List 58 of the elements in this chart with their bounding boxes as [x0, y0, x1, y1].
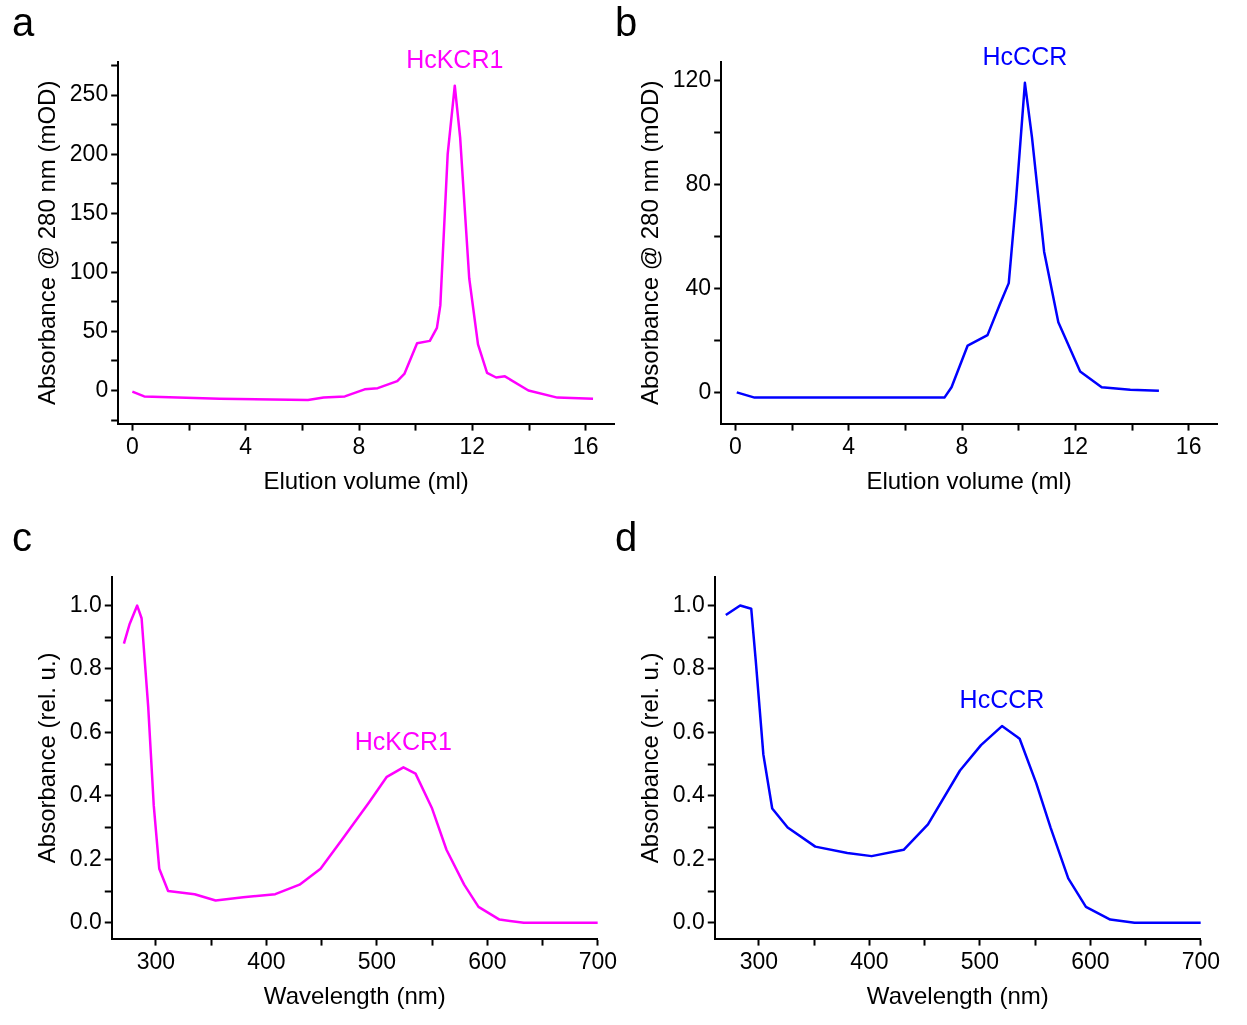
y-axis-title: Absorbance (rel. u.): [33, 652, 61, 864]
y-tick-label: 150: [69, 198, 109, 225]
x-tick-label: 0: [728, 432, 742, 459]
y-tick-label: 120: [672, 65, 712, 92]
y-tick-label: 80: [685, 169, 712, 196]
y-tick-label: 0: [698, 377, 712, 404]
y-tick-label: 0.8: [69, 654, 102, 681]
series-label: HcKCR1: [406, 45, 504, 74]
y-tick-label: 100: [69, 257, 109, 284]
x-axis-title: Elution volume (ml): [263, 467, 469, 495]
text: c: [12, 515, 32, 559]
x-tick-label: 600: [1071, 947, 1110, 974]
x-tick-label: 700: [1181, 947, 1220, 974]
series-label: HcCCR: [982, 42, 1068, 71]
x-tick-label: 300: [739, 947, 779, 974]
y-tick-label: 0.0: [69, 908, 102, 935]
y-tick-label: 40: [685, 273, 712, 300]
x-tick-label: 400: [850, 947, 889, 974]
series-label: HcCCR: [959, 685, 1045, 714]
text: a: [12, 0, 35, 44]
x-tick-label: 4: [842, 432, 856, 459]
y-tick-label: 0: [95, 375, 109, 402]
x-tick-label: 16: [1175, 432, 1202, 459]
series-label: HcKCR1: [354, 726, 453, 755]
text: b: [615, 0, 638, 44]
y-tick-label: 0.8: [672, 654, 705, 681]
x-axis-title: Wavelength (nm): [866, 982, 1049, 1010]
y-tick-label: 200: [69, 139, 109, 166]
y-tick-label: 1.0: [69, 590, 102, 617]
x-tick-label: 600: [468, 947, 507, 974]
y-tick-label: 50: [82, 316, 109, 343]
x-tick-label: 12: [459, 432, 486, 459]
x-tick-label: 400: [247, 947, 286, 974]
x-tick-label: 300: [136, 947, 176, 974]
y-tick-label: 0.2: [69, 844, 102, 871]
y-tick-label: 0.2: [672, 844, 705, 871]
y-tick-label: 0.0: [672, 908, 705, 935]
x-tick-label: 12: [1062, 432, 1089, 459]
y-tick-label: 0.4: [672, 781, 705, 808]
x-tick-label: 8: [955, 432, 969, 459]
x-tick-label: 700: [578, 947, 617, 974]
y-tick-label: 250: [69, 80, 109, 107]
y-axis-title: Absorbance @ 280 nm (mOD): [636, 80, 664, 406]
x-axis-title: Wavelength (nm): [263, 982, 446, 1010]
x-tick-label: 500: [960, 947, 1000, 974]
x-tick-label: 4: [239, 432, 253, 459]
y-tick-label: 0.6: [672, 717, 705, 744]
y-tick-label: 1.0: [672, 590, 705, 617]
text: d: [615, 515, 638, 559]
x-tick-label: 16: [572, 432, 599, 459]
y-axis-title: Absorbance (rel. u.): [636, 652, 664, 864]
x-tick-label: 8: [352, 432, 366, 459]
x-axis-title: Elution volume (ml): [866, 467, 1072, 495]
y-axis-title: Absorbance @ 280 nm (mOD): [33, 80, 61, 406]
y-tick-label: 0.4: [69, 781, 102, 808]
y-tick-label: 0.6: [69, 717, 102, 744]
x-tick-label: 0: [125, 432, 139, 459]
x-tick-label: 500: [357, 947, 397, 974]
